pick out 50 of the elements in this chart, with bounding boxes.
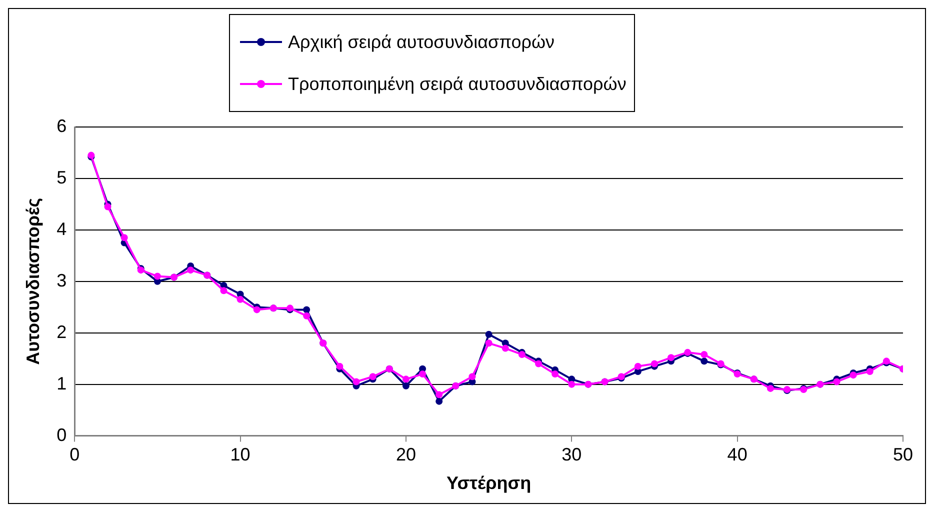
x-tick-label: 20 (396, 444, 416, 465)
point (187, 266, 194, 274)
point (766, 384, 774, 392)
point (700, 358, 708, 365)
point (336, 362, 344, 370)
point (850, 372, 857, 379)
y-axis-title: Αυτοσυνδιασπορές (22, 198, 43, 365)
point (419, 370, 426, 378)
x-tick-label: 0 (70, 444, 80, 465)
y-tick-label: 2 (56, 322, 67, 342)
point (485, 340, 492, 347)
point (154, 272, 161, 280)
y-tick-label: 5 (56, 167, 67, 188)
point (650, 360, 658, 368)
point (120, 234, 128, 242)
point (468, 373, 476, 380)
y-tick-label: 1 (56, 373, 67, 394)
legend-label: Αρχική σειρά αυτοσυνδιασπορών (288, 32, 555, 52)
point (402, 382, 410, 390)
point (668, 354, 675, 362)
point (833, 378, 840, 386)
point (634, 362, 642, 370)
point (352, 378, 360, 386)
point (700, 350, 708, 358)
y-tick-label: 0 (56, 424, 67, 445)
point (436, 398, 443, 405)
point (253, 306, 260, 314)
point (303, 312, 310, 320)
x-tick-label: 40 (727, 444, 748, 465)
x-tick-label: 30 (562, 444, 582, 465)
point (502, 344, 509, 352)
point (485, 330, 492, 338)
point (552, 370, 559, 378)
point (568, 380, 576, 388)
x-axis-title: Υστέρηση (446, 473, 532, 494)
point (436, 391, 443, 398)
point (220, 287, 228, 294)
y-tick-label: 3 (56, 270, 67, 290)
y-tick-label: 4 (56, 218, 67, 239)
x-tick-label: 50 (892, 444, 914, 465)
point (402, 376, 410, 383)
point (104, 203, 112, 210)
point (236, 296, 244, 303)
point (535, 360, 542, 368)
point (303, 306, 310, 314)
y-tick-label: 6 (56, 116, 67, 136)
legend-label: Τροποποιημένη σειρά αυτοσυνδιασπορών (288, 74, 626, 94)
x-tick-label: 10 (230, 444, 250, 465)
point (866, 368, 874, 375)
point (369, 373, 376, 380)
